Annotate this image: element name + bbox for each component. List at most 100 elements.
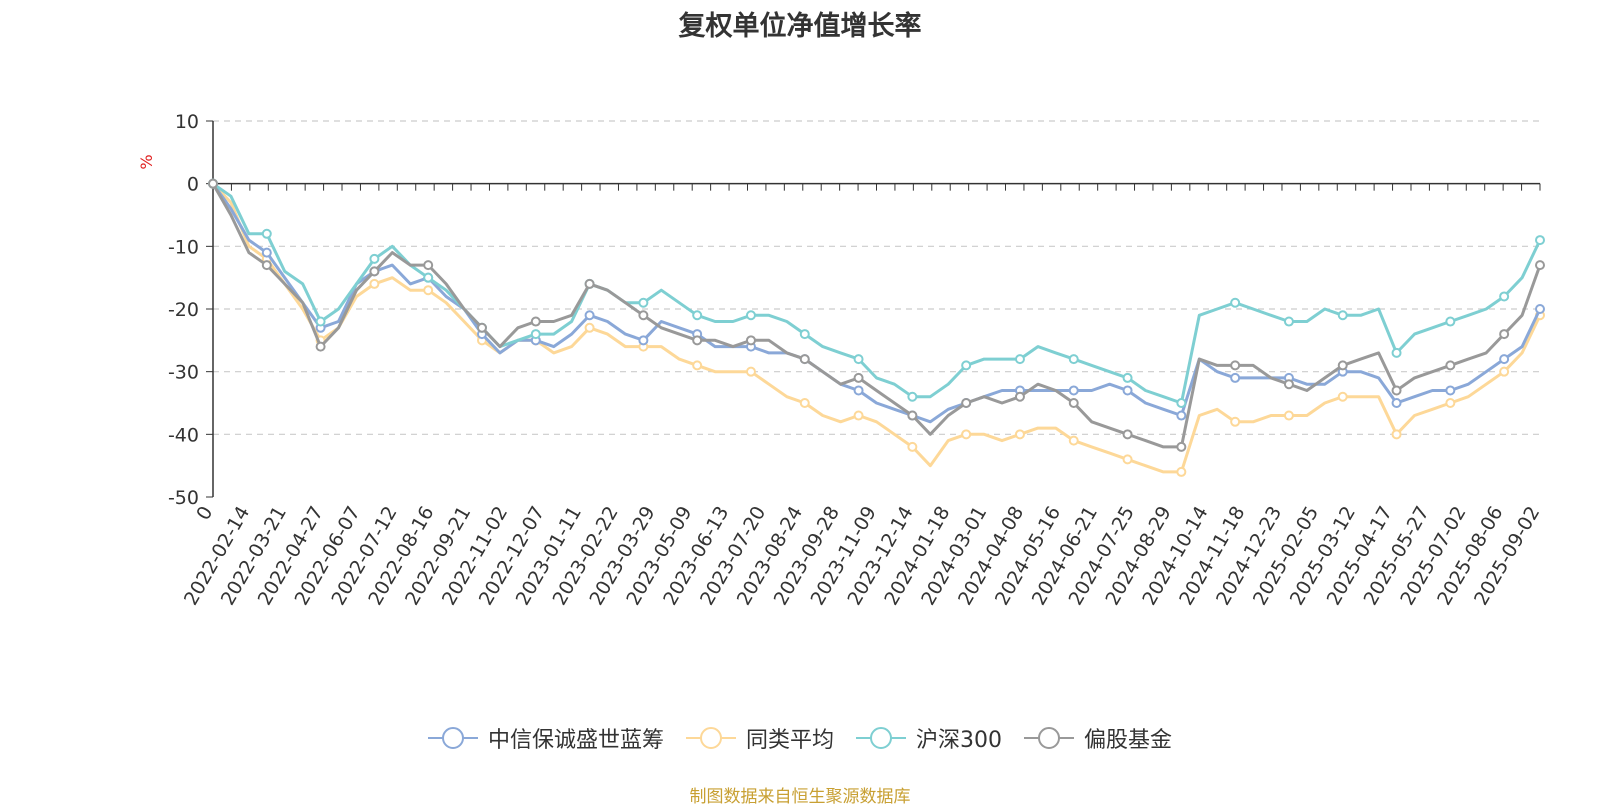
source-note: 制图数据来自恒生聚源数据库 — [689, 787, 911, 807]
data-point — [369, 278, 380, 289]
data-point — [961, 398, 972, 408]
y-tick-label: 10 — [175, 111, 199, 133]
data-point — [1535, 235, 1545, 246]
data-point — [745, 335, 756, 346]
legend-item[interactable]: 沪深300 — [856, 722, 1002, 754]
data-point — [584, 278, 595, 289]
data-point — [853, 385, 864, 396]
data-point — [1499, 291, 1510, 302]
y-tick-label: -40 — [168, 424, 199, 446]
data-point — [1176, 466, 1187, 477]
data-point — [1014, 354, 1025, 365]
data-point — [1176, 410, 1187, 421]
data-point — [1337, 360, 1348, 371]
data-point — [853, 372, 864, 383]
data-point — [1122, 372, 1133, 383]
data-point — [208, 178, 218, 189]
data-point — [1230, 297, 1241, 308]
data-point — [1122, 385, 1133, 396]
data-point — [423, 272, 434, 283]
series-line — [211, 182, 1542, 405]
data-point — [476, 322, 487, 333]
data-point — [1391, 429, 1402, 440]
chart-title: 复权单位净值增长率 — [678, 11, 922, 42]
data-point — [1391, 398, 1402, 408]
data-point — [1391, 347, 1402, 358]
data-point — [1068, 354, 1079, 365]
legend-label: 中信保诚盛世蓝筹 — [487, 728, 664, 753]
data-point — [1014, 429, 1025, 440]
data-point — [799, 354, 810, 365]
data-point — [961, 360, 972, 371]
data-point — [369, 266, 380, 277]
data-point — [638, 335, 649, 346]
data-point — [638, 310, 649, 321]
data-point — [1230, 372, 1241, 383]
data-point — [1283, 379, 1294, 390]
data-point — [369, 253, 380, 264]
data-point — [1068, 398, 1079, 408]
data-point — [692, 335, 703, 346]
data-point — [1445, 360, 1456, 371]
data-point — [1337, 391, 1348, 402]
data-point — [692, 360, 703, 371]
data-point — [261, 260, 272, 271]
data-point — [1230, 360, 1241, 371]
legend: 中信保诚盛世蓝筹 同类平均 沪深300 偏股基金 — [0, 722, 1600, 754]
x-tick-label: 0 — [192, 503, 217, 524]
y-tick-label: 0 — [187, 174, 199, 196]
data-point — [1176, 398, 1187, 408]
data-point — [1391, 385, 1402, 396]
data-point — [799, 398, 810, 408]
data-point — [423, 285, 434, 296]
data-point — [1068, 385, 1079, 396]
y-tick-label: -30 — [168, 362, 199, 384]
legend-swatch-icon — [856, 727, 906, 749]
data-point — [423, 260, 434, 271]
y-tick-label: -50 — [168, 487, 199, 509]
data-point — [907, 410, 918, 421]
data-point — [692, 310, 703, 321]
y-tick-label: -10 — [168, 236, 199, 258]
data-point — [1068, 435, 1079, 446]
legend-item[interactable]: 中信保诚盛世蓝筹 — [427, 722, 664, 754]
data-point — [1122, 429, 1133, 440]
data-point — [261, 247, 272, 258]
data-point — [261, 228, 272, 239]
data-point — [530, 316, 541, 327]
legend-swatch-icon — [1024, 727, 1074, 749]
legend-label: 偏股基金 — [1084, 728, 1173, 753]
series-line — [211, 182, 1542, 424]
data-point — [907, 391, 918, 402]
data-point — [1535, 260, 1545, 271]
data-point — [907, 441, 918, 452]
legend-item[interactable]: 偏股基金 — [1024, 722, 1172, 754]
data-point — [853, 410, 864, 421]
y-tick-label: -20 — [168, 299, 199, 321]
data-point — [1445, 385, 1456, 396]
series-line — [211, 182, 1542, 449]
data-point — [745, 366, 756, 377]
data-point — [1283, 316, 1294, 327]
data-point — [1283, 410, 1294, 421]
grid-layer — [213, 120, 1540, 435]
legend-label: 同类平均 — [745, 728, 834, 753]
data-point — [584, 310, 595, 321]
data-point — [1535, 304, 1545, 314]
data-point — [745, 310, 756, 321]
data-point — [1122, 454, 1133, 465]
data-point — [853, 354, 864, 365]
data-point — [961, 429, 972, 440]
data-point — [1230, 416, 1241, 427]
legend-swatch-icon — [427, 727, 478, 749]
legend-item[interactable]: 同类平均 — [685, 722, 834, 754]
series-line — [211, 182, 1542, 474]
data-point — [1445, 316, 1456, 327]
data-point — [799, 329, 810, 340]
data-point — [1014, 391, 1025, 402]
y-axis-unit-label: % — [137, 154, 156, 169]
data-point — [315, 316, 326, 327]
data-point — [1499, 366, 1510, 377]
series-layer — [208, 178, 1545, 477]
